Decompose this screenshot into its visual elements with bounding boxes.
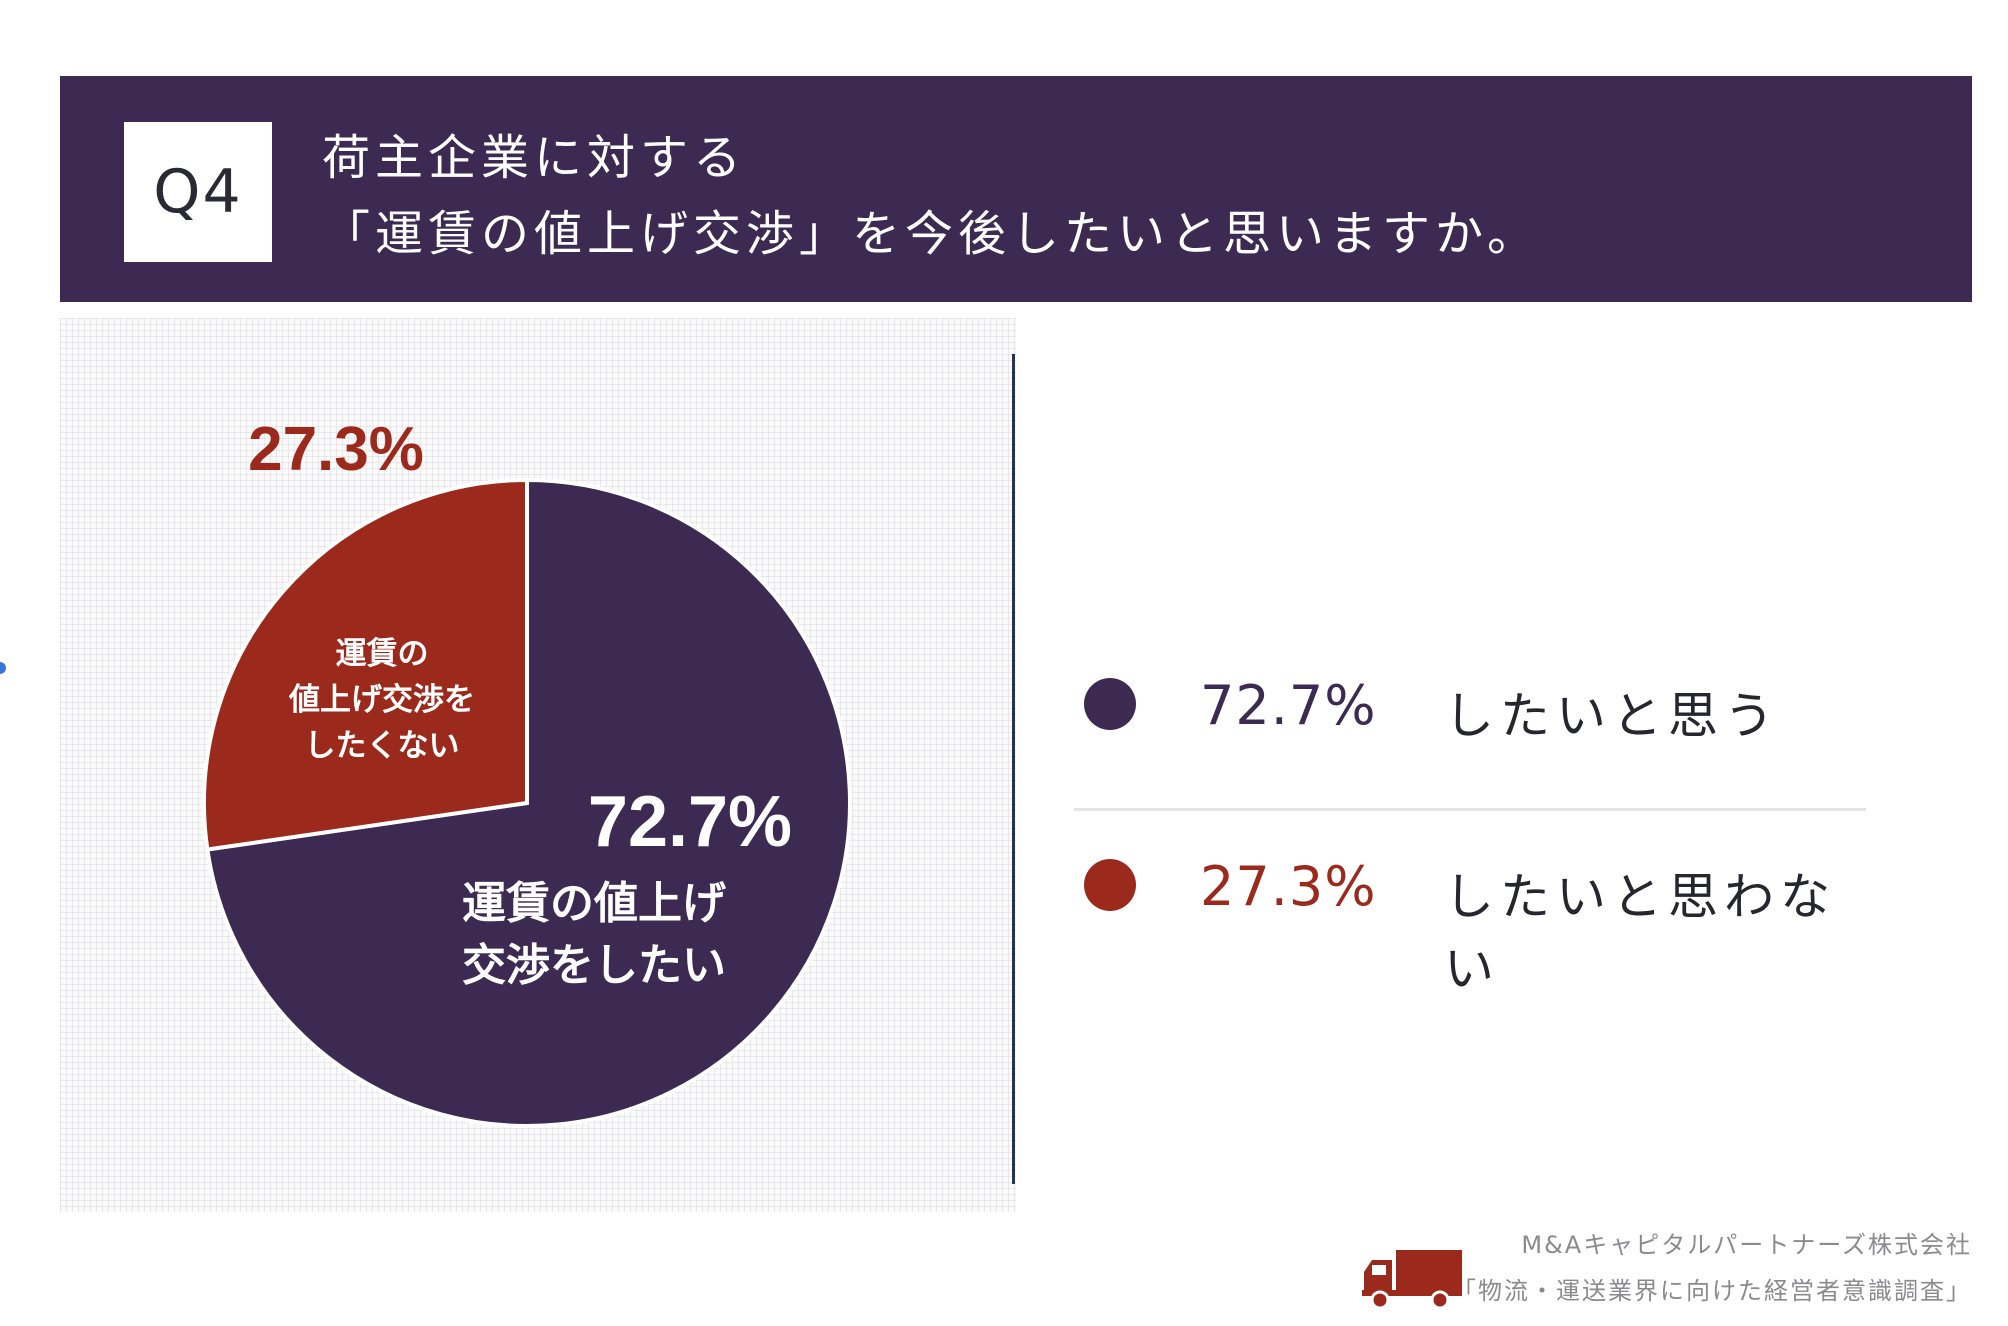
footer-survey: 「物流・運送業界に向けた経営者意識調査」 bbox=[1452, 1277, 1972, 1305]
footer-source: M&Aキャピタルパートナーズ株式会社 「物流・運送業界に向けた経営者意識調査」 bbox=[1452, 1222, 1972, 1314]
legend-label-no: したいと思わない bbox=[1444, 868, 1836, 998]
question-header: Q4 荷主企業に対する 「運賃の値上げ交渉」を今後したいと思いますか。 bbox=[60, 76, 1972, 302]
truck-icon bbox=[1362, 1250, 1462, 1310]
pie-label-yes-value: 72.7% bbox=[588, 782, 792, 862]
legend-label-yes: したいと思う bbox=[1444, 687, 1780, 745]
pie-inner-label-line: したくない bbox=[305, 728, 460, 764]
question-number-badge: Q4 bbox=[124, 122, 272, 262]
question-title-line2: 「運賃の値上げ交渉」を今後したいと思いますか。 bbox=[322, 206, 1541, 262]
legend-item-no: 27.3% したいと思わない bbox=[1074, 808, 1866, 998]
pie-inner-label-line: 運賃の bbox=[336, 636, 429, 672]
legend-item-yes: 72.7% したいと思う bbox=[1074, 660, 1866, 808]
legend-dot-icon bbox=[1084, 859, 1136, 911]
pie-slice-no bbox=[202, 477, 529, 852]
question-title: 荷主企業に対する 「運賃の値上げ交渉」を今後したいと思いますか。 bbox=[322, 120, 1540, 272]
legend-value-yes: 72.7% bbox=[1200, 674, 1377, 737]
legend-dot-icon bbox=[1084, 678, 1136, 730]
pie-label-yes-inner: 運賃の値上げ交渉をしたい bbox=[462, 878, 726, 991]
chart-legend: 72.7% したいと思う 27.3% したいと思わない bbox=[1074, 660, 1866, 998]
pie-label-no-inner: 運賃の値上げ交渉をしたくない bbox=[288, 636, 475, 764]
pie-inner-label-line: 運賃の値上げ bbox=[462, 878, 726, 929]
footer-company: M&Aキャピタルパートナーズ株式会社 bbox=[1521, 1231, 1972, 1259]
legend-value-no: 27.3% bbox=[1200, 855, 1377, 918]
pie-inner-label-line: 交渉をしたい bbox=[462, 940, 726, 991]
question-title-line1: 荷主企業に対する bbox=[322, 130, 747, 186]
pie-label-no-value: 27.3% bbox=[248, 415, 424, 484]
edge-marker-dot bbox=[0, 662, 6, 674]
pie-chart: 27.3% 運賃の値上げ交渉をしたくない 72.7% 運賃の値上げ交渉をしたい bbox=[202, 415, 853, 1128]
pie-inner-label-line: 値上げ交渉を bbox=[288, 682, 475, 718]
chart-divider bbox=[1012, 354, 1015, 1184]
